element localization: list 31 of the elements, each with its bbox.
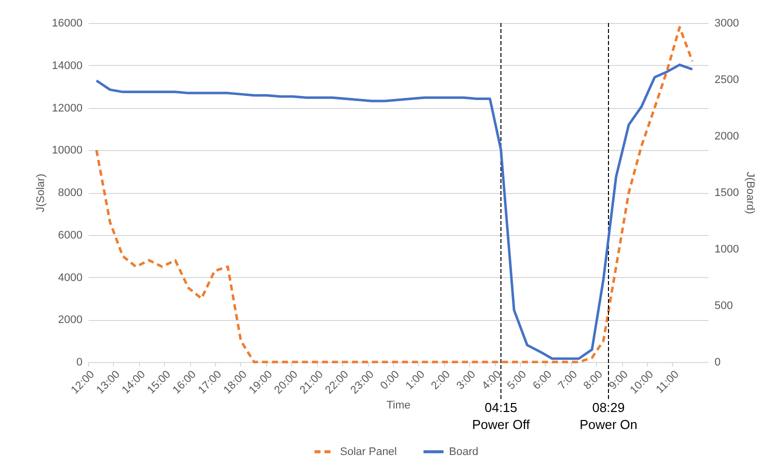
y-axis-title: J(Solar)	[34, 174, 47, 212]
y-tick-label: 6000	[58, 229, 82, 242]
y-tick-label: 2000	[58, 314, 82, 326]
y-tick-label: 14000	[52, 60, 82, 72]
y-tick-label: 8000	[58, 187, 82, 199]
y2-tick-label: 1500	[714, 187, 739, 199]
y2-tick-label: 3000	[714, 18, 739, 30]
x-tick-label: 6:00	[530, 368, 554, 392]
y2-tick-label: 500	[714, 300, 733, 312]
y2-tick-label: 2500	[714, 74, 739, 86]
ref-line-label: 04:15 Power Off	[472, 400, 530, 432]
y2-tick-label: 0	[714, 356, 721, 368]
x-tick-label: 9:00	[606, 368, 631, 392]
x-tick-label: 5:00	[505, 368, 529, 392]
y2-tick-label: 1000	[714, 244, 739, 256]
x-axis-title: Time	[386, 400, 411, 412]
x-tick-label: 8:00	[582, 368, 606, 392]
x-tick-label: 0:00	[378, 368, 402, 392]
y-tick-label: 10000	[52, 144, 82, 157]
legend-label: Solar Panel	[340, 446, 397, 458]
y-tick-label: 0	[76, 356, 82, 368]
y-tick-label: 4000	[58, 272, 82, 284]
ref-line-label: 08:29 Power On	[580, 400, 638, 432]
x-tick-label: 4:00	[480, 368, 504, 392]
y2-axis-title: J(Board)	[744, 172, 756, 214]
x-tick-label: 7:00	[556, 368, 580, 392]
x-tick-label: 3:00	[454, 368, 478, 392]
legend-label: Board	[449, 446, 478, 458]
y2-tick-label: 2000	[714, 130, 739, 142]
y-tick-label: 16000	[52, 18, 82, 30]
y-tick-label: 12000	[52, 102, 82, 114]
